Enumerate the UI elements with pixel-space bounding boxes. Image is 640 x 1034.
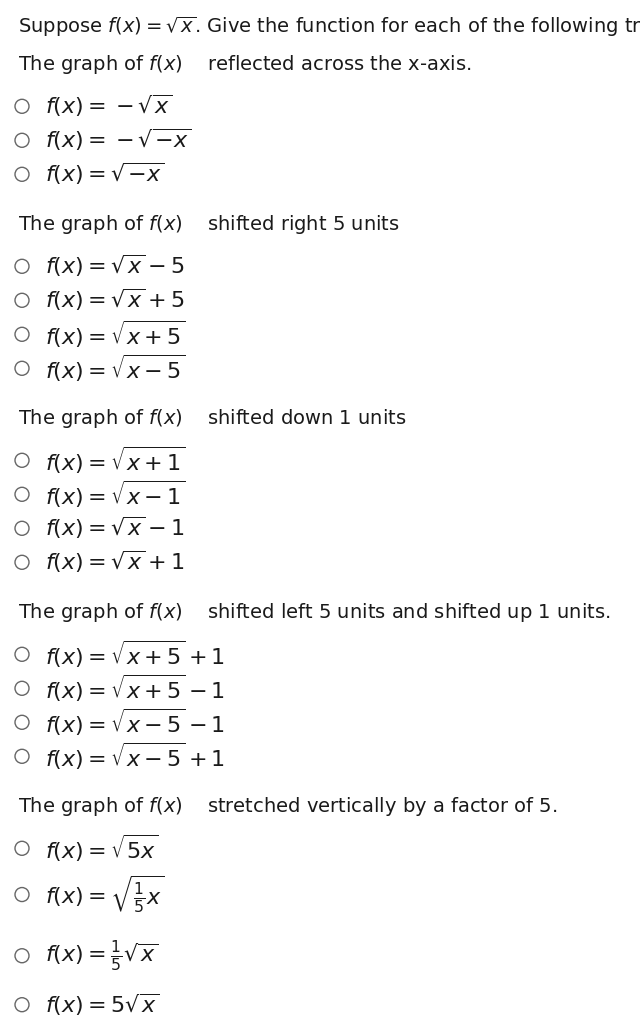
Text: $f(x) = \sqrt{x+5} - 1$: $f(x) = \sqrt{x+5} - 1$ bbox=[45, 673, 225, 704]
Text: The graph of $f(x)$    stretched vertically by a factor of 5.: The graph of $f(x)$ stretched vertically… bbox=[18, 795, 557, 818]
Text: Suppose $f(x) = \sqrt{x}$. Give the function for each of the following transform: Suppose $f(x) = \sqrt{x}$. Give the func… bbox=[18, 16, 640, 39]
Text: $f(x) = \sqrt{x} - 1$: $f(x) = \sqrt{x} - 1$ bbox=[45, 515, 185, 542]
Text: $f(x) = \sqrt{x-5}$: $f(x) = \sqrt{x-5}$ bbox=[45, 353, 186, 384]
Text: $f(x) = 5\sqrt{x}$: $f(x) = 5\sqrt{x}$ bbox=[45, 992, 160, 1017]
Text: $f(x) = \sqrt{x} - 5$: $f(x) = \sqrt{x} - 5$ bbox=[45, 253, 185, 279]
Text: The graph of $f(x)$    shifted right 5 units: The graph of $f(x)$ shifted right 5 unit… bbox=[18, 213, 400, 236]
Text: $f(x) = \sqrt{5x}$: $f(x) = \sqrt{5x}$ bbox=[45, 832, 158, 864]
Text: $f(x) = \sqrt{x} + 5$: $f(x) = \sqrt{x} + 5$ bbox=[45, 287, 185, 313]
Text: The graph of $f(x)$    reflected across the x-axis.: The graph of $f(x)$ reflected across the… bbox=[18, 53, 472, 77]
Text: $f(x) = \frac{1}{5}\sqrt{x}$: $f(x) = \frac{1}{5}\sqrt{x}$ bbox=[45, 938, 158, 973]
Text: The graph of $f(x)$    shifted left 5 units and shifted up 1 units.: The graph of $f(x)$ shifted left 5 units… bbox=[18, 601, 611, 624]
Text: $f(x) = -\sqrt{x}$: $f(x) = -\sqrt{x}$ bbox=[45, 93, 173, 120]
Text: $f(x) = \sqrt{x-1}$: $f(x) = \sqrt{x-1}$ bbox=[45, 479, 186, 510]
Text: $f(x) = \sqrt{-x}$: $f(x) = \sqrt{-x}$ bbox=[45, 161, 164, 187]
Text: $f(x) = \sqrt{x+1}$: $f(x) = \sqrt{x+1}$ bbox=[45, 445, 186, 476]
Text: $f(x) = \sqrt{x-5} + 1$: $f(x) = \sqrt{x-5} + 1$ bbox=[45, 740, 225, 772]
Text: $f(x) = \sqrt{\frac{1}{5}x}$: $f(x) = \sqrt{\frac{1}{5}x}$ bbox=[45, 874, 164, 915]
Text: $f(x) = \sqrt{x+5}$: $f(x) = \sqrt{x+5}$ bbox=[45, 318, 186, 349]
Text: $f(x) = \sqrt{x} + 1$: $f(x) = \sqrt{x} + 1$ bbox=[45, 549, 185, 576]
Text: The graph of $f(x)$    shifted down 1 units: The graph of $f(x)$ shifted down 1 units bbox=[18, 407, 406, 430]
Text: $f(x) = \sqrt{x+5} + 1$: $f(x) = \sqrt{x+5} + 1$ bbox=[45, 639, 225, 670]
Text: $f(x) = -\sqrt{-x}$: $f(x) = -\sqrt{-x}$ bbox=[45, 127, 191, 153]
Text: $f(x) = \sqrt{x-5} - 1$: $f(x) = \sqrt{x-5} - 1$ bbox=[45, 706, 225, 738]
